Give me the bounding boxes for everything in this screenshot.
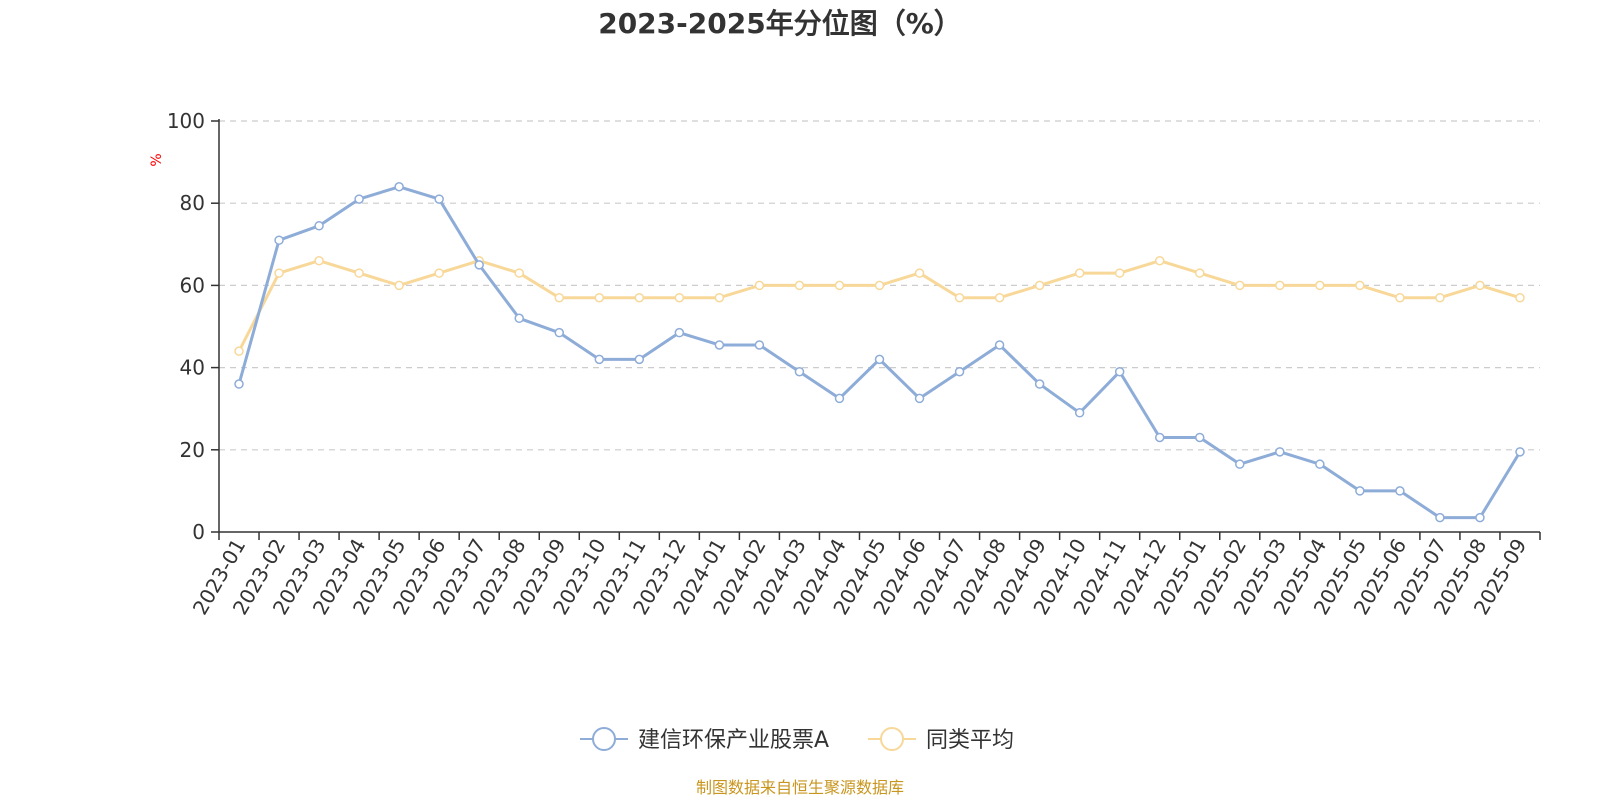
data-point-1 [1475, 280, 1485, 291]
y-tick-label: 100 [167, 109, 205, 133]
data-point-1 [1194, 268, 1205, 278]
legend-fund-label: 建信环保产业股票A [638, 728, 829, 753]
data-point-1 [754, 280, 765, 291]
data-point-0 [594, 354, 605, 365]
data-point-0 [834, 393, 845, 404]
data-source-note: 制图数据来自恒生聚源数据库 [696, 778, 904, 797]
data-point-1 [1114, 268, 1125, 278]
data-point-0 [1114, 366, 1125, 377]
x-tick-labels: 2023-012023-022023-032023-042023-052023-… [188, 534, 1532, 618]
data-point-0 [994, 340, 1005, 350]
data-point-0 [554, 327, 565, 338]
data-point-0 [1435, 512, 1445, 523]
legend-fund-marker [592, 727, 616, 751]
chart-title: 2023-2025年分位图（%） [598, 7, 962, 40]
data-point-1 [714, 292, 725, 303]
y-tick-label: 60 [180, 273, 205, 297]
data-point-0 [394, 182, 404, 192]
y-tick-label: 40 [180, 356, 205, 380]
series-line-0 [237, 185, 1522, 520]
data-point-1 [634, 292, 645, 303]
data-point-1 [1074, 268, 1085, 278]
data-point-1 [674, 292, 685, 303]
data-point-0 [634, 354, 645, 365]
data-point-1 [1435, 292, 1445, 303]
data-point-0 [514, 313, 524, 324]
data-point-0 [354, 194, 364, 204]
series-lines [234, 182, 1525, 523]
data-point-1 [834, 280, 845, 291]
data-point-0 [1034, 379, 1045, 389]
data-point-1 [1515, 292, 1525, 303]
data-point-1 [594, 292, 605, 303]
data-point-1 [1275, 280, 1285, 291]
data-point-0 [434, 194, 444, 204]
data-point-0 [314, 221, 324, 231]
legend-average-label: 同类平均 [926, 728, 1014, 753]
data-point-1 [1315, 280, 1325, 291]
data-point-0 [234, 379, 244, 389]
data-point-1 [514, 268, 524, 278]
data-point-0 [474, 260, 484, 270]
data-point-1 [1034, 280, 1045, 291]
legend-item-fund[interactable]: 建信环保产业股票A [580, 727, 829, 753]
y-axis-unit: % [149, 153, 165, 166]
axes [211, 119, 1541, 540]
data-point-0 [1475, 512, 1485, 523]
data-point-0 [714, 340, 725, 350]
data-point-0 [674, 327, 685, 338]
data-point-0 [1194, 432, 1205, 443]
data-point-1 [1355, 280, 1365, 291]
data-point-1 [874, 280, 885, 291]
data-point-0 [274, 235, 284, 245]
legend[interactable]: 建信环保产业股票A 同类平均 [580, 727, 1014, 753]
data-point-1 [314, 255, 324, 266]
data-point-1 [794, 280, 805, 291]
data-point-0 [874, 354, 885, 365]
series-0 [234, 182, 1525, 523]
data-point-0 [1074, 408, 1085, 418]
data-point-1 [354, 268, 364, 278]
data-point-1 [274, 268, 284, 278]
data-point-1 [994, 292, 1005, 303]
data-point-1 [434, 268, 444, 278]
series-1 [234, 255, 1525, 356]
data-point-0 [754, 340, 765, 350]
data-point-0 [1315, 459, 1325, 469]
data-point-0 [1515, 447, 1525, 457]
data-point-1 [914, 268, 925, 278]
data-point-0 [1275, 447, 1285, 457]
data-point-1 [1395, 292, 1405, 303]
data-point-1 [394, 280, 404, 291]
data-point-1 [554, 292, 565, 303]
data-point-0 [1355, 486, 1365, 496]
data-point-1 [954, 292, 965, 303]
legend-item-average[interactable]: 同类平均 [868, 727, 1014, 753]
data-point-0 [1235, 459, 1245, 469]
data-point-1 [1154, 255, 1165, 266]
data-point-0 [794, 366, 805, 377]
y-tick-label: 80 [180, 191, 205, 215]
data-point-0 [1154, 432, 1165, 443]
legend-average-marker [880, 727, 904, 751]
data-point-0 [914, 393, 925, 404]
y-tick-label: 20 [180, 438, 205, 462]
data-point-1 [1235, 280, 1245, 291]
data-point-0 [954, 366, 965, 377]
data-point-0 [1395, 486, 1405, 496]
series-line-1 [237, 259, 1521, 352]
y-tick-label: 0 [192, 520, 205, 544]
data-point-1 [234, 346, 244, 356]
y-tick-labels: 0 20 40 60 80 100 [167, 109, 205, 544]
